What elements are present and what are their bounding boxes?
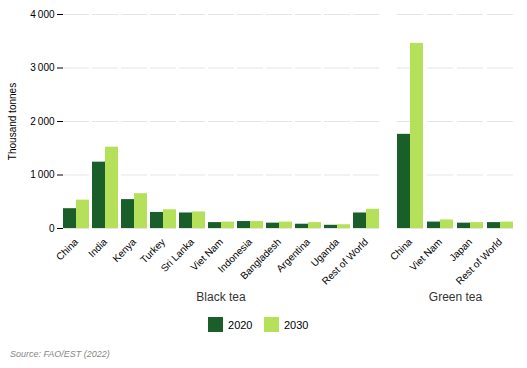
- svg-text:Bangladesh: Bangladesh: [238, 236, 283, 281]
- svg-text:Rest of World: Rest of World: [454, 236, 504, 286]
- svg-text:4 000: 4 000: [30, 9, 55, 20]
- svg-text:Japan: Japan: [447, 236, 474, 263]
- html-text:Green tea: Green tea: [428, 290, 483, 304]
- svg-text:Rest of World: Rest of World: [320, 236, 370, 286]
- svg-text:India: India: [86, 236, 109, 259]
- svg-text:China: China: [54, 236, 81, 263]
- svg-text:Kenya: Kenya: [110, 236, 138, 264]
- svg-text:3 000: 3 000: [30, 62, 55, 73]
- svg-text:1 000: 1 000: [30, 169, 55, 180]
- svg-text:China: China: [388, 236, 415, 263]
- svg-text:Argentina: Argentina: [274, 236, 312, 274]
- svg-text:Sri Lanka: Sri Lanka: [158, 236, 197, 274]
- svg-text:2 000: 2 000: [30, 116, 55, 127]
- svg-text:Indonesia: Indonesia: [215, 236, 255, 275]
- html-text:Source: FAO/EST (2022): Source: FAO/EST (2022): [10, 348, 110, 359]
- html-text:2030: 2030: [284, 318, 309, 331]
- svg-text:Thousand tonnes: Thousand tonnes: [7, 83, 18, 160]
- svg-text:Turkey: Turkey: [138, 236, 168, 266]
- svg-text:Viet Nam: Viet Nam: [188, 236, 226, 273]
- html-text:Black tea: Black tea: [196, 290, 246, 304]
- svg-text:Uganda: Uganda: [308, 236, 342, 269]
- svg-text:0: 0: [49, 223, 55, 234]
- html-text:2020: 2020: [228, 318, 253, 331]
- svg-text:Viet Nam: Viet Nam: [407, 236, 444, 273]
